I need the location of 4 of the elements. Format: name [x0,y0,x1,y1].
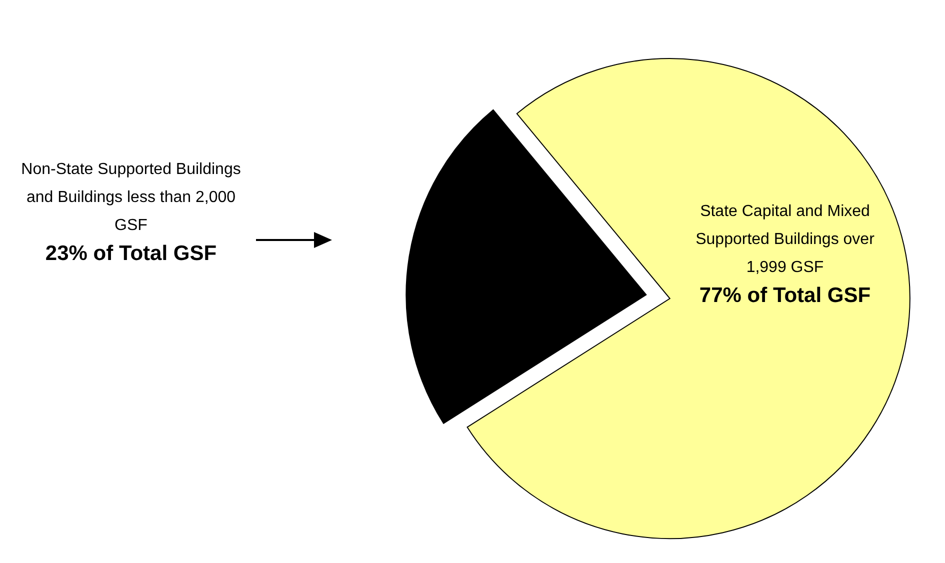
slice-label: Non-State Supported Buildings and Buildings less than 2,000 GSF [20,160,242,236]
slice-label: State Capital and Mixed Supported Buildings over 1,999 GSF [694,202,876,278]
data-label: 23% of Total GSF [44,241,218,267]
data-label: 77% of Total GSF [698,283,872,309]
